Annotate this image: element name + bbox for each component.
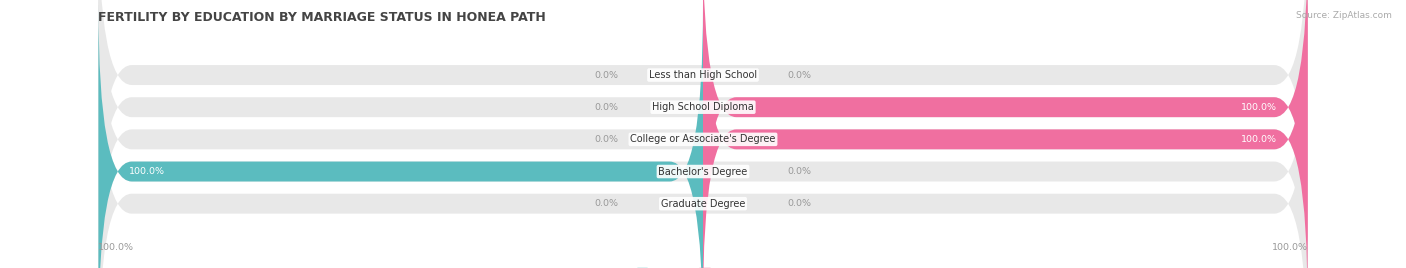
Text: 100.0%: 100.0%	[1241, 103, 1278, 112]
Text: Less than High School: Less than High School	[650, 70, 756, 80]
FancyBboxPatch shape	[98, 0, 1308, 268]
Text: 0.0%: 0.0%	[595, 70, 619, 80]
Text: 0.0%: 0.0%	[787, 70, 811, 80]
Text: Source: ZipAtlas.com: Source: ZipAtlas.com	[1296, 11, 1392, 20]
FancyBboxPatch shape	[98, 5, 1308, 268]
Text: 0.0%: 0.0%	[595, 135, 619, 144]
FancyBboxPatch shape	[98, 0, 1308, 268]
Text: FERTILITY BY EDUCATION BY MARRIAGE STATUS IN HONEA PATH: FERTILITY BY EDUCATION BY MARRIAGE STATU…	[98, 11, 546, 24]
Text: High School Diploma: High School Diploma	[652, 102, 754, 112]
FancyBboxPatch shape	[98, 5, 703, 268]
Text: 100.0%: 100.0%	[1271, 243, 1308, 252]
Text: 0.0%: 0.0%	[595, 199, 619, 208]
Text: 0.0%: 0.0%	[787, 199, 811, 208]
FancyBboxPatch shape	[703, 0, 1308, 268]
Text: Graduate Degree: Graduate Degree	[661, 199, 745, 209]
FancyBboxPatch shape	[703, 0, 1308, 268]
FancyBboxPatch shape	[98, 0, 1308, 242]
Text: Bachelor's Degree: Bachelor's Degree	[658, 166, 748, 177]
Text: 100.0%: 100.0%	[1241, 135, 1278, 144]
FancyBboxPatch shape	[98, 37, 1308, 268]
Text: College or Associate's Degree: College or Associate's Degree	[630, 134, 776, 144]
Text: 0.0%: 0.0%	[595, 103, 619, 112]
Legend: Married, Unmarried: Married, Unmarried	[633, 264, 773, 268]
Text: 100.0%: 100.0%	[98, 243, 135, 252]
Text: 0.0%: 0.0%	[787, 167, 811, 176]
Text: 100.0%: 100.0%	[129, 167, 165, 176]
